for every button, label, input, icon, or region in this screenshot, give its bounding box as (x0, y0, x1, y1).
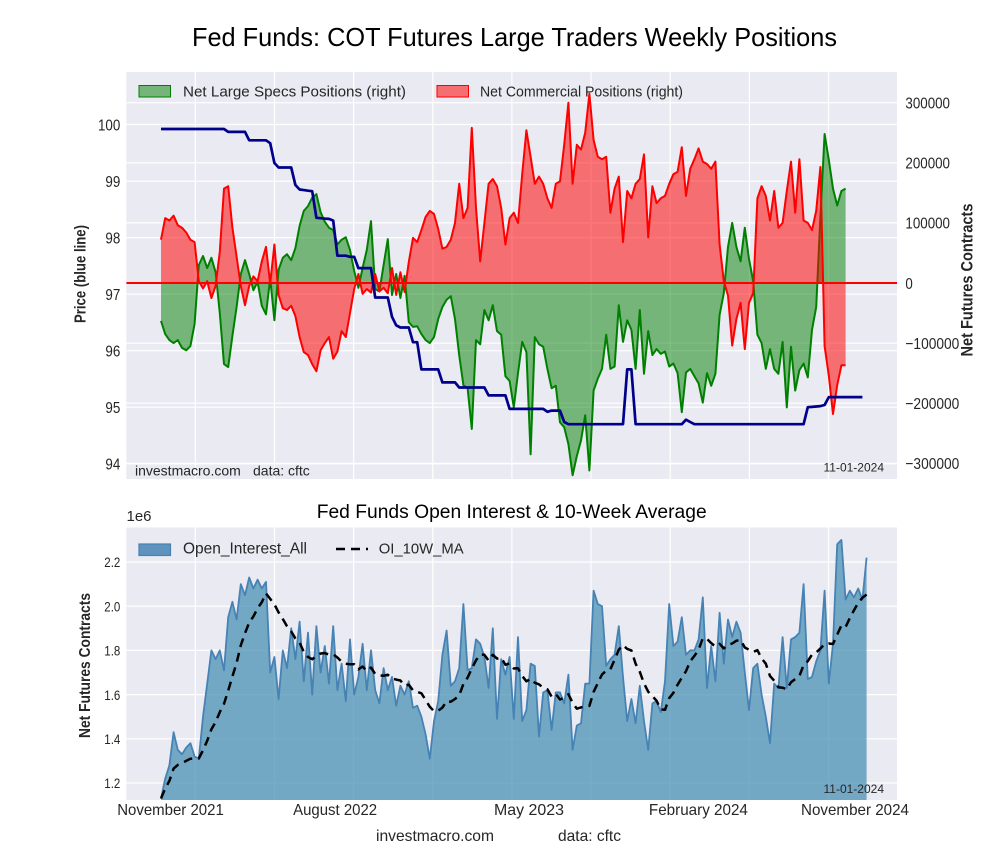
svg-text:Net Commercial Positions (righ: Net Commercial Positions (right) (480, 84, 683, 101)
svg-text:Net Large Specs Positions (rig: Net Large Specs Positions (right) (183, 84, 406, 101)
svg-text:investmacro.com: investmacro.com (376, 828, 494, 845)
svg-text:−100000: −100000 (905, 336, 959, 353)
svg-text:11-01-2024: 11-01-2024 (824, 782, 885, 796)
svg-text:OI_10W_MA: OI_10W_MA (379, 541, 464, 558)
svg-text:1.2: 1.2 (104, 775, 120, 791)
svg-text:95: 95 (105, 400, 120, 417)
svg-text:Open_Interest_All: Open_Interest_All (183, 541, 307, 558)
svg-text:1.4: 1.4 (104, 731, 120, 747)
svg-text:February 2024: February 2024 (649, 802, 748, 819)
svg-text:Fed Funds: COT Futures Large T: Fed Funds: COT Futures Large Traders Wee… (192, 22, 837, 52)
svg-text:11-01-2024: 11-01-2024 (824, 461, 885, 475)
svg-text:Fed Funds Open Interest & 10-W: Fed Funds Open Interest & 10-Week Averag… (317, 501, 707, 523)
svg-text:Price (blue line): Price (blue line) (73, 225, 90, 323)
svg-text:Net Futures Contracts: Net Futures Contracts (77, 593, 94, 738)
svg-text:2.2: 2.2 (104, 554, 120, 570)
svg-text:300000: 300000 (905, 96, 950, 113)
svg-text:1.8: 1.8 (104, 643, 120, 659)
svg-text:May 2023: May 2023 (494, 802, 564, 819)
svg-text:99: 99 (105, 174, 120, 191)
svg-text:2.0: 2.0 (104, 598, 120, 614)
svg-text:94: 94 (105, 457, 120, 474)
svg-text:200000: 200000 (905, 156, 950, 173)
svg-text:1.6: 1.6 (104, 687, 120, 703)
svg-text:1e6: 1e6 (127, 508, 152, 525)
svg-text:100: 100 (98, 117, 120, 134)
svg-text:96: 96 (105, 344, 120, 361)
svg-text:November 2024: November 2024 (801, 802, 909, 819)
svg-text:August 2022: August 2022 (293, 802, 377, 819)
svg-text:0: 0 (905, 276, 912, 293)
svg-text:98: 98 (105, 230, 120, 247)
svg-text:November 2021: November 2021 (117, 802, 224, 819)
svg-text:data: cftc: data: cftc (253, 463, 310, 479)
svg-text:97: 97 (105, 287, 120, 304)
svg-text:Net Futures Contracts: Net Futures Contracts (959, 204, 977, 357)
svg-text:−200000: −200000 (905, 396, 959, 413)
svg-text:investmacro.com: investmacro.com (135, 463, 241, 479)
svg-text:data: cftc: data: cftc (558, 828, 621, 845)
svg-text:−300000: −300000 (905, 456, 959, 473)
svg-text:100000: 100000 (905, 216, 950, 233)
